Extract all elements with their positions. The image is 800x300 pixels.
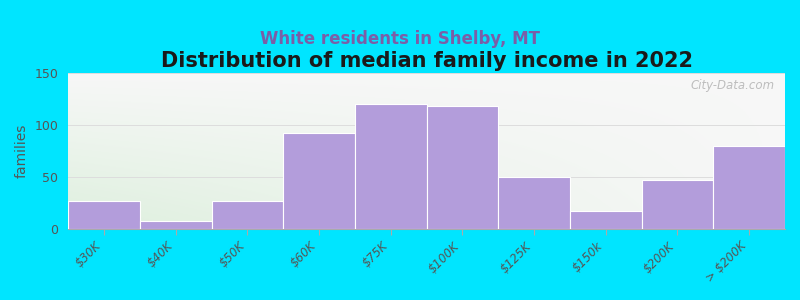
Bar (642, 180, 714, 229)
Bar (714, 146, 785, 229)
Bar (426, 106, 498, 229)
Bar (68, 201, 140, 229)
Bar (570, 211, 642, 229)
Bar (283, 133, 355, 229)
Bar (140, 221, 211, 229)
Text: City-Data.com: City-Data.com (690, 79, 774, 92)
Bar (355, 104, 426, 229)
Bar (211, 201, 283, 229)
Bar (498, 177, 570, 229)
Y-axis label: families: families (15, 124, 29, 178)
Title: Distribution of median family income in 2022: Distribution of median family income in … (161, 51, 693, 71)
Text: White residents in Shelby, MT: White residents in Shelby, MT (260, 30, 540, 48)
